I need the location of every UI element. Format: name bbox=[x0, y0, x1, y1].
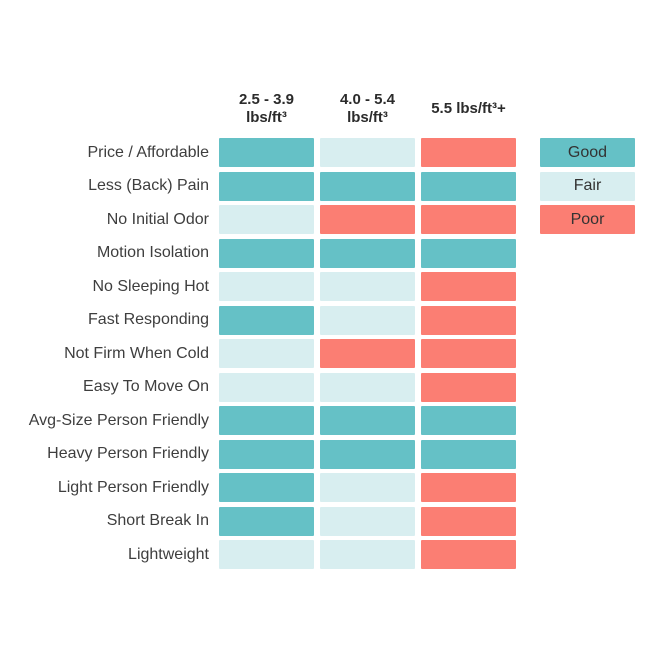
legend: Good Fair Poor bbox=[540, 138, 635, 234]
row-label: Avg-Size Person Friendly bbox=[28, 411, 209, 429]
heatmap-cell-fair bbox=[320, 473, 415, 502]
row-label: Fast Responding bbox=[88, 311, 209, 328]
column-header-line: 2.5 - 3.9 bbox=[238, 91, 295, 108]
heatmap-cell-poor bbox=[320, 339, 415, 368]
row-label: Motion Isolation bbox=[96, 244, 209, 261]
column-header-line: 5.5 lbs/ft³+ bbox=[431, 100, 506, 117]
column-header-low-density: 2.5 - 3.9 lbs/ft³ bbox=[219, 91, 314, 127]
heatmap-row: Easy To Move On bbox=[0, 372, 516, 402]
heatmap-cell-good bbox=[219, 305, 314, 335]
column-header-line: lbs/ft³ bbox=[246, 109, 287, 126]
heatmap-cell-poor bbox=[421, 473, 516, 502]
heatmap-cell-good bbox=[219, 238, 314, 268]
heatmap-cell-poor bbox=[421, 138, 516, 167]
column-header-mid-density: 4.0 - 5.4 lbs/ft³ bbox=[320, 91, 415, 127]
heatmap-cell-fair bbox=[219, 272, 314, 301]
heatmap-cell-poor bbox=[421, 272, 516, 301]
row-label: Easy To Move On bbox=[83, 378, 209, 395]
row-label: Not Firm When Cold bbox=[64, 344, 209, 362]
heatmap-cell-poor bbox=[421, 339, 516, 368]
heatmap-cell-fair bbox=[320, 540, 415, 569]
heatmap-cell-poor bbox=[320, 205, 415, 234]
heatmap-cell-fair bbox=[219, 372, 314, 402]
heatmap-cell-fair bbox=[320, 506, 415, 536]
column-header-line: 4.0 - 5.4 bbox=[339, 91, 396, 108]
row-label: No Initial Odor bbox=[106, 210, 209, 228]
column-header-line: lbs/ft³ bbox=[347, 109, 388, 126]
heatmap-cell-good bbox=[219, 439, 314, 469]
row-label: Less (Back) Pain bbox=[88, 177, 209, 194]
heatmap-row: Less (Back) Pain bbox=[0, 171, 516, 201]
heatmap-row: Motion Isolation bbox=[0, 238, 516, 268]
heatmap-cell-good bbox=[421, 171, 516, 201]
heatmap-cell-poor bbox=[421, 372, 516, 402]
heatmap-cell-good bbox=[219, 506, 314, 536]
heatmap-row: No Sleeping Hot bbox=[0, 272, 516, 301]
heatmap-cell-good bbox=[320, 406, 415, 435]
heatmap-cell-good bbox=[320, 171, 415, 201]
heatmap-cell-poor bbox=[421, 540, 516, 569]
legend-item-poor: Poor bbox=[540, 205, 635, 234]
heatmap-row: Price / Affordable bbox=[0, 138, 516, 167]
heatmap-cell-good bbox=[219, 406, 314, 435]
heatmap-cell-good bbox=[320, 238, 415, 268]
heatmap-cell-good bbox=[421, 439, 516, 469]
heatmap-cell-fair bbox=[320, 272, 415, 301]
row-label: Lightweight bbox=[128, 545, 209, 563]
heatmap-cell-poor bbox=[421, 305, 516, 335]
row-label: Heavy Person Friendly bbox=[47, 445, 209, 462]
heatmap-row: No Initial Odor bbox=[0, 205, 516, 234]
heatmap-cell-good bbox=[219, 138, 314, 167]
heatmap-cell-fair bbox=[320, 305, 415, 335]
heatmap-row: Heavy Person Friendly bbox=[0, 439, 516, 469]
heatmap-row: Not Firm When Cold bbox=[0, 339, 516, 368]
row-label: Short Break In bbox=[106, 512, 209, 529]
row-label: Price / Affordable bbox=[87, 143, 209, 161]
heatmap-cell-good bbox=[320, 439, 415, 469]
heatmap-cell-fair bbox=[320, 372, 415, 402]
heatmap-cell-good bbox=[421, 238, 516, 268]
row-label: No Sleeping Hot bbox=[92, 277, 209, 295]
heatmap-row: Short Break In bbox=[0, 506, 516, 536]
legend-item-good: Good bbox=[540, 138, 635, 167]
heatmap-cell-poor bbox=[421, 205, 516, 234]
heatmap-cell-good bbox=[219, 171, 314, 201]
heatmap-cell-fair bbox=[219, 540, 314, 569]
heatmap-row: Light Person Friendly bbox=[0, 473, 516, 502]
heatmap-row: Avg-Size Person Friendly bbox=[0, 406, 516, 435]
heatmap-cell-good bbox=[219, 473, 314, 502]
heatmap-row: Lightweight bbox=[0, 540, 516, 569]
heatmap-row: Fast Responding bbox=[0, 305, 516, 335]
heatmap-cell-fair bbox=[320, 138, 415, 167]
legend-item-fair: Fair bbox=[540, 171, 635, 201]
heatmap-cell-good bbox=[421, 406, 516, 435]
heatmap-body: Price / Affordable Less (Back) Pain No Ini… bbox=[0, 138, 516, 569]
heatmap-cell-fair bbox=[219, 339, 314, 368]
column-headers: 2.5 - 3.9 lbs/ft³ 4.0 - 5.4 lbs/ft³ 5.5 … bbox=[219, 86, 519, 132]
column-header-high-density: 5.5 lbs/ft³+ bbox=[421, 100, 516, 118]
heatmap-cell-poor bbox=[421, 506, 516, 536]
row-label: Light Person Friendly bbox=[57, 478, 209, 496]
heatmap-cell-fair bbox=[219, 205, 314, 234]
